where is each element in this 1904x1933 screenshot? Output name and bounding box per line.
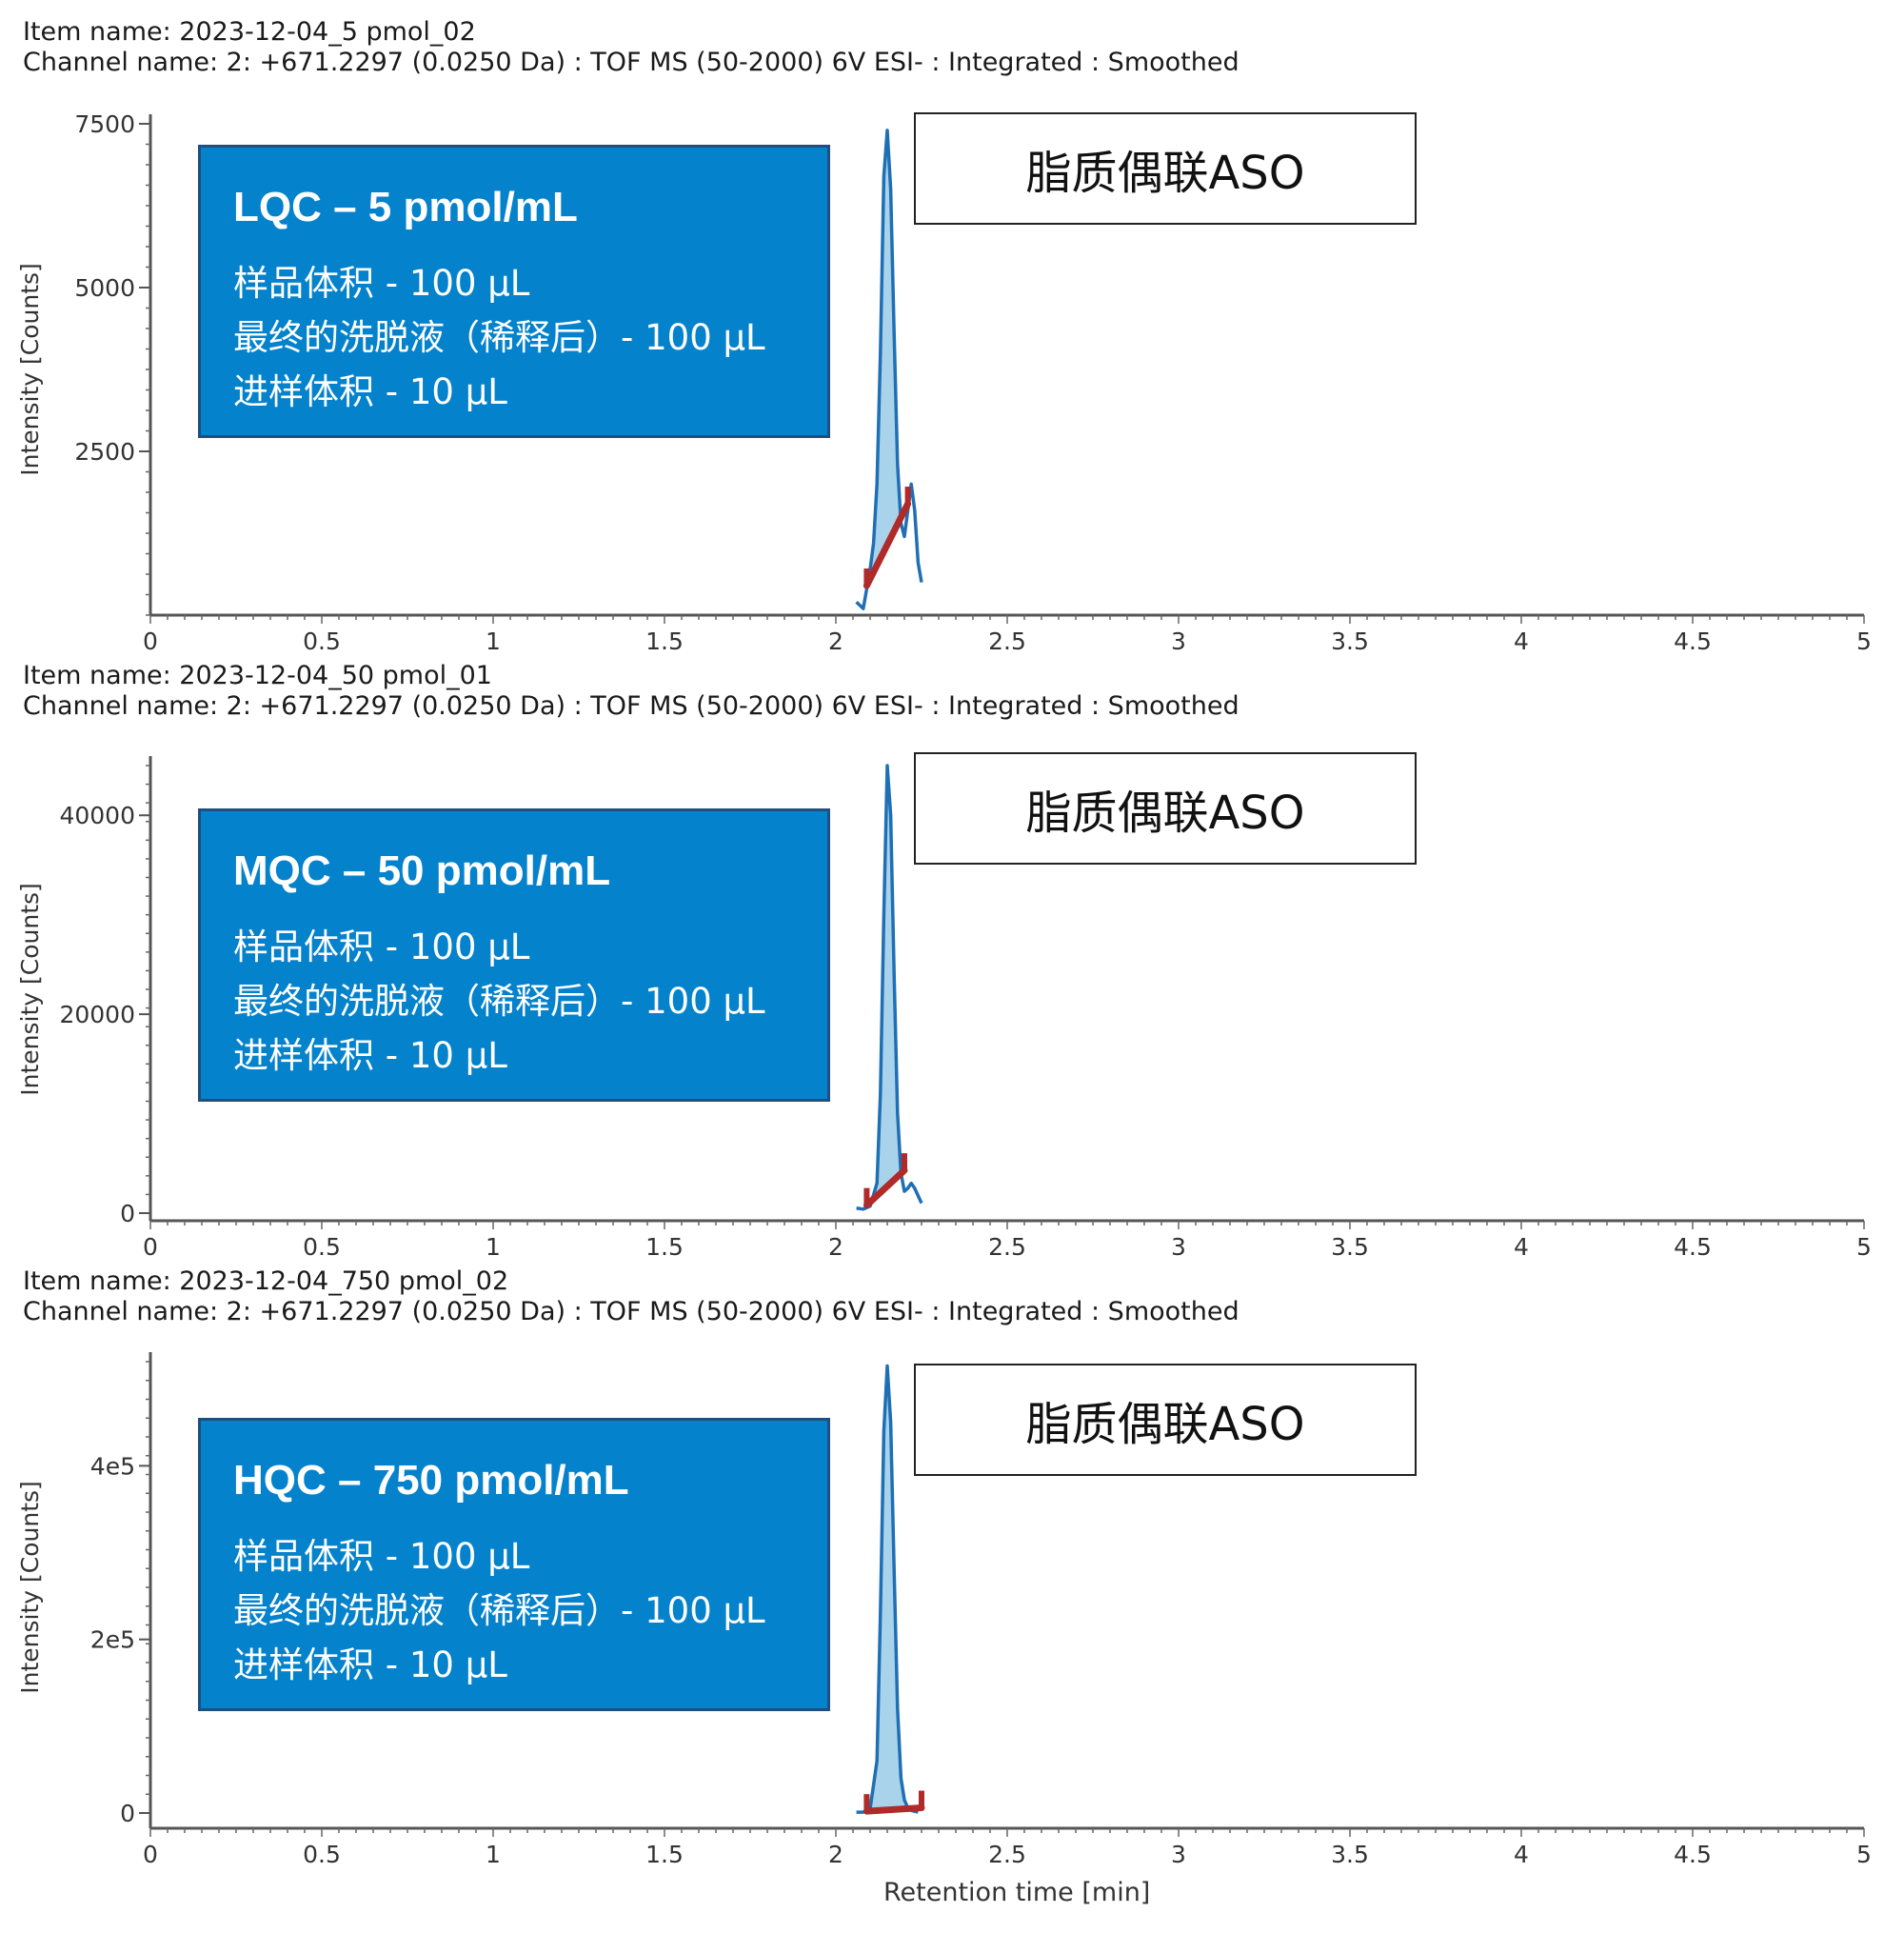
x-tick-label: 1.5 bbox=[645, 628, 684, 655]
x-tick-label: 4.5 bbox=[1674, 628, 1712, 655]
x-tick-label: 4 bbox=[1514, 1841, 1529, 1868]
x-tick-label: 0.5 bbox=[303, 628, 341, 655]
x-tick-label: 0 bbox=[143, 1233, 158, 1261]
x-tick-label: 3 bbox=[1171, 628, 1186, 655]
x-tick-label: 2 bbox=[828, 1841, 843, 1868]
final-eluent-text: 最终的洗脱液（稀释后）- 100 µL bbox=[233, 1590, 765, 1631]
x-tick-label: 2 bbox=[828, 628, 843, 655]
chromatogram-trace bbox=[855, 129, 923, 610]
injection-volume-text: 进样体积 - 10 µL bbox=[233, 371, 507, 412]
chart-plot-hqc: 0 0.5 1 1.5 2 2.5 3 3.5 4 4.5 5 0 2e5 4e5 Intensity [C… bbox=[16, 1352, 1872, 1868]
chromatogram-panel-hqc: Item name: 2023-12-04_750 pmol_02 Channe… bbox=[0, 1247, 1904, 1933]
x-tick-label: 4.5 bbox=[1674, 1233, 1712, 1261]
chromatogram-panel-lqc: Item name: 2023-12-04_5 pmol_02 Channel … bbox=[0, 0, 1904, 657]
qc-info-box: LQC – 5 pmol/mL 样品体积 - 100 µL 最终的洗脱液（稀释后… bbox=[198, 145, 830, 438]
y-tick-label: 2e5 bbox=[90, 1626, 135, 1654]
y-tick-label: 0 bbox=[120, 1200, 135, 1227]
chromatogram-panel-mqc: Item name: 2023-12-04_50 pmol_01 Channel… bbox=[0, 642, 1904, 1289]
y-tick-label: 4e5 bbox=[90, 1452, 135, 1480]
sample-volume-text: 样品体积 - 100 µL bbox=[233, 1536, 530, 1577]
x-tick-label: 1 bbox=[486, 1841, 501, 1868]
channel-name: Channel name: 2: +671.2297 (0.0250 Da) :… bbox=[23, 691, 1240, 721]
y-tick-label: 20000 bbox=[59, 1001, 135, 1028]
x-axis-title: Retention time [min] bbox=[883, 1878, 1151, 1907]
chart-plot-mqc: 0 0.5 1 1.5 2 2.5 3 3.5 4 4.5 5 0 20000 40000 Intensit… bbox=[16, 756, 1872, 1261]
x-tick-label: 3 bbox=[1171, 1841, 1186, 1868]
x-tick-label: 5 bbox=[1856, 1233, 1872, 1261]
y-tick-label: 5000 bbox=[74, 274, 135, 302]
channel-name: Channel name: 2: +671.2297 (0.0250 Da) :… bbox=[23, 1297, 1240, 1326]
qc-info-box: MQC – 50 pmol/mL 样品体积 - 100 µL 最终的洗脱液（稀释… bbox=[198, 808, 830, 1102]
x-tick-label: 3.5 bbox=[1331, 628, 1369, 655]
injection-volume-text: 进样体积 - 10 µL bbox=[233, 1035, 507, 1076]
x-tick-label: 4.5 bbox=[1674, 1841, 1712, 1868]
x-tick-label: 5 bbox=[1856, 1841, 1872, 1868]
qc-info-box: HQC – 750 pmol/mL 样品体积 - 100 µL 最终的洗脱液（稀… bbox=[198, 1418, 830, 1711]
x-tick-label: 2.5 bbox=[988, 1233, 1026, 1261]
injection-volume-text: 进样体积 - 10 µL bbox=[233, 1644, 507, 1685]
analyte-label-box: 脂质偶联ASO bbox=[914, 752, 1417, 865]
sample-volume-text: 样品体积 - 100 µL bbox=[233, 927, 530, 967]
final-eluent-text: 最终的洗脱液（稀释后）- 100 µL bbox=[233, 981, 765, 1022]
integration-baseline bbox=[863, 1166, 908, 1209]
y-tick-label: 40000 bbox=[59, 802, 135, 829]
x-tick-label: 3 bbox=[1171, 1233, 1186, 1261]
chromatogram-trace bbox=[856, 1364, 919, 1814]
analyte-label-box: 脂质偶联ASO bbox=[914, 1364, 1417, 1476]
x-tick-label: 3.5 bbox=[1331, 1233, 1369, 1261]
x-tick-label: 0.5 bbox=[303, 1233, 341, 1261]
qc-level-label: MQC – 50 pmol/mL bbox=[233, 847, 611, 894]
x-tick-label: 1.5 bbox=[645, 1841, 684, 1868]
x-tick-label: 1 bbox=[486, 1233, 501, 1261]
x-tick-label: 3.5 bbox=[1331, 1841, 1369, 1868]
x-tick-label: 2 bbox=[828, 1233, 843, 1261]
analyte-label-box: 脂质偶联ASO bbox=[914, 112, 1417, 225]
qc-level-label: LQC – 5 pmol/mL bbox=[233, 184, 578, 230]
integrated-peak-area bbox=[866, 766, 904, 1206]
chart-plot-lqc: 0 0.5 1 1.5 2 2.5 3 3.5 4 4.5 5 2500 5000 7500 Intensi… bbox=[16, 110, 1872, 655]
x-tick-label: 2.5 bbox=[988, 1841, 1026, 1868]
x-tick-label: 4 bbox=[1514, 1233, 1529, 1261]
qc-level-label: HQC – 750 pmol/mL bbox=[233, 1457, 629, 1504]
y-axis-title: Intensity [Counts] bbox=[16, 883, 44, 1096]
item-name: Item name: 2023-12-04_50 pmol_01 bbox=[23, 661, 492, 690]
y-axis-title: Intensity [Counts] bbox=[16, 263, 44, 476]
x-tick-label: 5 bbox=[1856, 628, 1872, 655]
x-tick-label: 1.5 bbox=[645, 1233, 684, 1261]
y-tick-label: 2500 bbox=[74, 438, 135, 466]
x-tick-label: 0.5 bbox=[303, 1841, 341, 1868]
item-name: Item name: 2023-12-04_750 pmol_02 bbox=[23, 1266, 509, 1296]
x-tick-label: 1 bbox=[486, 628, 501, 655]
y-axis-title: Intensity [Counts] bbox=[16, 1481, 44, 1694]
y-tick-label: 7500 bbox=[74, 110, 135, 138]
final-eluent-text: 最终的洗脱液（稀释后）- 100 µL bbox=[233, 317, 765, 358]
x-tick-label: 0 bbox=[143, 628, 158, 655]
channel-name: Channel name: 2: +671.2297 (0.0250 Da) :… bbox=[23, 48, 1240, 77]
integration-baseline bbox=[863, 500, 912, 589]
integration-baseline bbox=[863, 1804, 925, 1815]
x-tick-label: 4 bbox=[1514, 628, 1529, 655]
x-tick-label: 2.5 bbox=[988, 628, 1026, 655]
item-name: Item name: 2023-12-04_5 pmol_02 bbox=[23, 17, 476, 47]
y-tick-label: 0 bbox=[120, 1800, 135, 1827]
x-tick-label: 0 bbox=[143, 1841, 158, 1868]
sample-volume-text: 样品体积 - 100 µL bbox=[233, 263, 530, 304]
